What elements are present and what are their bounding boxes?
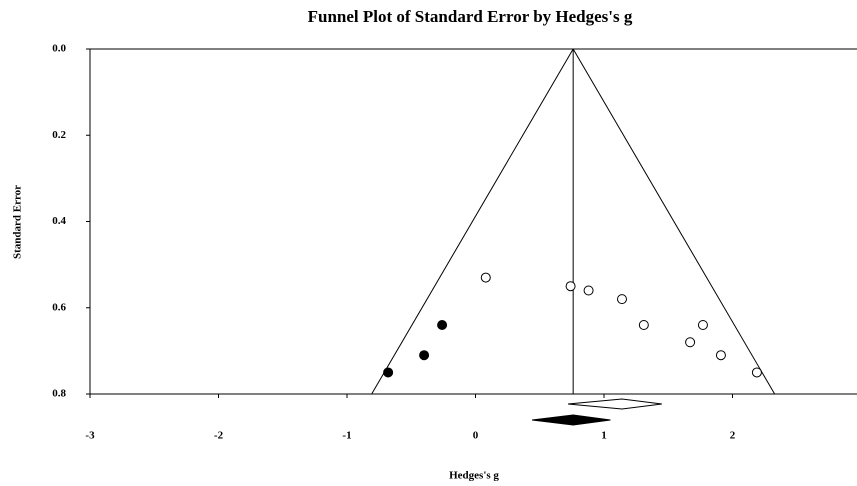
study-point (616, 294, 627, 305)
y-tick-label: 0.2 (52, 129, 66, 141)
y-tick-label: 0.6 (52, 301, 66, 313)
study-point (697, 320, 708, 330)
funnel-line (371, 48, 574, 395)
x-axis-label: Hedges's g (449, 470, 499, 482)
y-tick-label: 0.4 (52, 215, 66, 227)
x-tick-label: -3 (85, 430, 95, 442)
y-tick-label: 0.0 (52, 43, 66, 55)
study-point (751, 367, 762, 378)
x-tick-label: -2 (214, 430, 224, 442)
funnel-line (572, 48, 776, 395)
summary-diamond (531, 414, 611, 426)
chart-title: Funnel Plot of Standard Error by Hedges'… (308, 7, 633, 26)
study-point (715, 350, 726, 361)
y-tick-label: 0.8 (52, 388, 66, 400)
x-tick-label: -1 (342, 430, 351, 442)
study-point (685, 337, 696, 348)
x-tick-label: 1 (601, 430, 607, 442)
study-point (480, 272, 491, 283)
x-tick-label: 2 (730, 430, 736, 442)
x-tick-label: 0 (473, 430, 479, 442)
study-point (638, 320, 649, 330)
study-point (583, 285, 594, 296)
study-point (383, 367, 394, 378)
study-point (437, 320, 448, 330)
y-axis-label: Standard Error (12, 185, 24, 259)
summary-diamond (567, 398, 662, 410)
study-point (419, 350, 430, 361)
study-point (565, 281, 576, 292)
